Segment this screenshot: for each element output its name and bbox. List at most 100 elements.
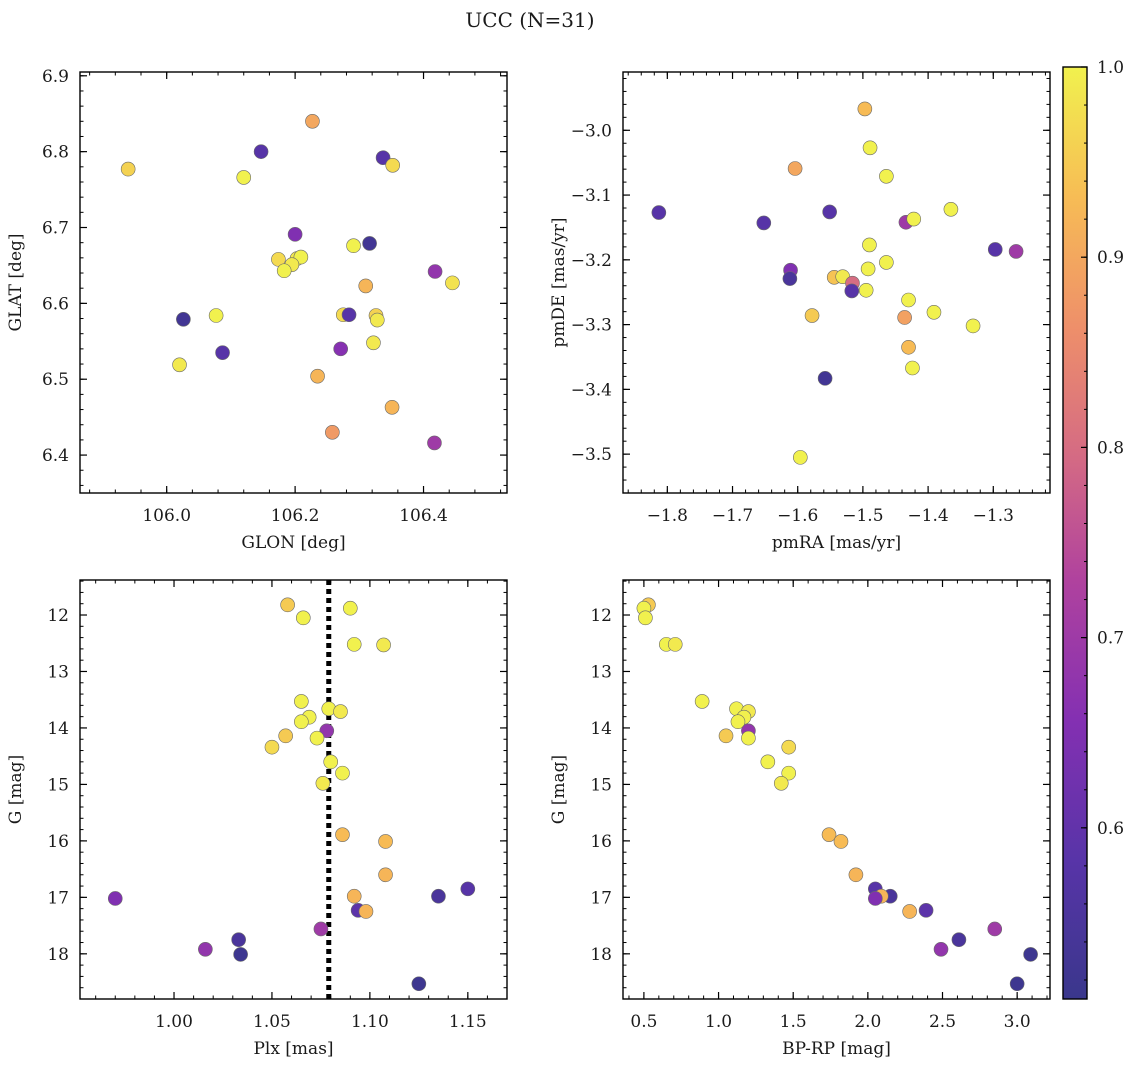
scatter-point bbox=[651, 205, 667, 220]
scatter-point bbox=[901, 339, 916, 355]
colorbar-frame bbox=[1062, 66, 1088, 1000]
panel-bottom-left: 1.00 1.05 1.10 1.15 12 13 14 15 16 17 18 Plx [mas] G… bbox=[6, 579, 508, 1059]
scatter-point bbox=[325, 425, 340, 440]
y-tick-label: 13 bbox=[590, 662, 612, 682]
scatter-point bbox=[781, 739, 797, 755]
scatter-point bbox=[362, 236, 377, 251]
panel-bottom-right: 0.5 1.0 1.5 2.0 2.5 3.0 12 13 14 15 16 17 18 BP-RP [m… bbox=[549, 579, 1051, 1059]
colorbar-tick-label: 0.8 bbox=[1097, 438, 1124, 458]
scatter-point bbox=[346, 637, 362, 652]
scatter-point bbox=[460, 881, 476, 897]
y-tick-label: −3.0 bbox=[571, 121, 612, 141]
y-tick-label: 12 bbox=[590, 606, 612, 626]
x-tick-label: −1.6 bbox=[777, 506, 818, 526]
scatter-point bbox=[897, 310, 912, 325]
scatter-point bbox=[411, 976, 427, 992]
axes-frame bbox=[79, 579, 508, 1000]
scatter-point bbox=[879, 168, 894, 184]
scatter-point bbox=[817, 371, 833, 386]
x-tick-label: 3.0 bbox=[1004, 1012, 1031, 1032]
scatter-point bbox=[278, 728, 293, 744]
colorbar-gradient bbox=[1063, 67, 1087, 999]
y-tick-label: 6.5 bbox=[42, 370, 69, 390]
scatter-point bbox=[951, 932, 967, 948]
scatter-point bbox=[294, 714, 309, 730]
y-tick-label: 16 bbox=[47, 832, 69, 852]
scatter-point bbox=[346, 238, 361, 254]
scatter-point bbox=[781, 765, 797, 781]
scatter-point bbox=[667, 637, 683, 652]
scatter-point bbox=[385, 158, 401, 173]
scatter-point bbox=[756, 215, 772, 231]
scatter-point bbox=[276, 263, 292, 279]
colorbar-tick-label: 0.9 bbox=[1097, 248, 1124, 268]
y-tick-label: −3.2 bbox=[571, 251, 612, 271]
panel-top-right: −1.8 −1.7 −1.6 −1.5 −1.4 −1.3 −3.5 −3.4 −3.3 −3.2… bbox=[549, 71, 1051, 553]
scatter-point bbox=[208, 308, 224, 323]
scatter-point bbox=[107, 891, 123, 906]
y-tick-label: 13 bbox=[47, 662, 69, 682]
scatter-point bbox=[427, 435, 442, 451]
scatter-point bbox=[933, 942, 949, 957]
y-tick-label: 14 bbox=[590, 719, 612, 739]
colorbar-tick-label: 0.6 bbox=[1097, 819, 1124, 839]
x-tick-label: 1.10 bbox=[351, 1012, 389, 1032]
x-tick-label: 106.0 bbox=[142, 506, 191, 526]
x-tick-label: 1.00 bbox=[155, 1012, 193, 1032]
scatter-point bbox=[879, 255, 894, 270]
scatter-point bbox=[198, 942, 213, 957]
y-tick-label: −3.5 bbox=[571, 445, 612, 465]
y-tick-label: 6.8 bbox=[42, 143, 69, 163]
scatter-point bbox=[333, 341, 348, 357]
scatter-point bbox=[901, 292, 916, 308]
scatter-point bbox=[378, 834, 393, 849]
x-tick-label: 0.5 bbox=[630, 1012, 657, 1032]
scatter-point bbox=[905, 360, 920, 376]
figure-title: UCC (N=31) bbox=[465, 8, 594, 32]
scatter-point bbox=[358, 904, 374, 919]
scatter-point bbox=[346, 888, 362, 904]
colorbar-tick-label: 0.7 bbox=[1097, 629, 1124, 649]
x-tick-label: 1.0 bbox=[705, 1012, 732, 1032]
scatter-point bbox=[857, 101, 873, 117]
scatter-point bbox=[378, 867, 393, 883]
scatter-point bbox=[253, 144, 269, 159]
x-axis-label: BP-RP [mag] bbox=[782, 1039, 891, 1059]
scatter-point bbox=[295, 610, 311, 626]
scatter-panels: 106.0 106.2 106.4 6.4 6.5 6.6 6.7 6.8 6.9 GLON [d… bbox=[6, 67, 1051, 1059]
y-tick-label: 17 bbox=[47, 888, 69, 908]
scatter-point bbox=[987, 242, 1003, 257]
scatter-point bbox=[906, 211, 922, 227]
x-tick-label: 1.05 bbox=[253, 1012, 291, 1032]
y-tick-label: 14 bbox=[47, 719, 69, 739]
colorbar: 0.6 0.7 0.8 0.9 1.0 bbox=[1062, 58, 1124, 1000]
scatter-point bbox=[730, 714, 746, 730]
y-axis-label: pmDE [mas/yr] bbox=[549, 217, 569, 347]
x-tick-label: −1.7 bbox=[712, 506, 753, 526]
scatter-point bbox=[384, 399, 400, 415]
scatter-point bbox=[264, 739, 280, 755]
scatter-point bbox=[1008, 244, 1024, 259]
scatter-point bbox=[787, 161, 803, 176]
y-tick-label: 17 bbox=[590, 888, 612, 908]
scatter-point bbox=[793, 450, 808, 465]
scatter-point bbox=[313, 921, 329, 937]
scatter-point bbox=[844, 283, 860, 299]
scatter-point bbox=[215, 345, 230, 360]
y-tick-label: 6.7 bbox=[42, 219, 69, 239]
y-tick-label: 18 bbox=[590, 945, 612, 965]
scatter-point bbox=[868, 891, 883, 906]
y-tick-label: 6.6 bbox=[42, 294, 69, 314]
axes-frame bbox=[622, 71, 1051, 494]
y-tick-label: 18 bbox=[47, 945, 69, 965]
scatter-point bbox=[638, 610, 653, 626]
scatter-point bbox=[310, 368, 325, 384]
scatter-point bbox=[319, 723, 335, 739]
scatter-point bbox=[280, 597, 295, 613]
y-tick-label: 12 bbox=[47, 606, 69, 626]
scatter-point bbox=[821, 827, 837, 842]
y-axis-label: G [mag] bbox=[549, 755, 569, 824]
x-tick-label: 106.4 bbox=[399, 506, 448, 526]
scatter-point bbox=[431, 888, 446, 904]
y-tick-label: 15 bbox=[590, 775, 612, 795]
